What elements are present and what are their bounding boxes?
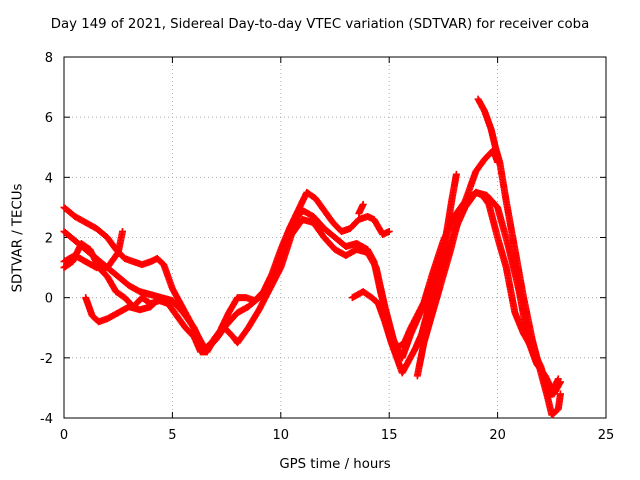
y-tick-label: 4: [45, 171, 53, 186]
y-tick-label: 2: [45, 232, 53, 247]
y-tick-label: 6: [45, 111, 53, 126]
x-axis-label: GPS time / hours: [279, 457, 391, 472]
y-axis-label: SDTVAR / TECUs: [10, 183, 26, 293]
series-7: [348, 170, 460, 377]
x-ticks: 0 5 10 15 20 25: [60, 57, 614, 443]
data-point: [556, 378, 564, 386]
y-tick-label: 8: [45, 51, 53, 66]
data-point: [154, 295, 162, 303]
series-5: [82, 294, 163, 326]
y-tick-label: -4: [40, 412, 53, 427]
x-tick-label: 20: [489, 428, 506, 443]
series-8: [413, 146, 502, 380]
data-point: [452, 170, 460, 178]
data-point: [385, 227, 393, 235]
x-tick-label: 0: [60, 428, 68, 443]
y-tick-label: -2: [40, 352, 53, 367]
data-point: [556, 390, 564, 398]
series-3: [60, 188, 564, 398]
x-tick-label: 15: [381, 428, 398, 443]
x-tick-label: 5: [168, 428, 176, 443]
x-tick-label: 10: [273, 428, 290, 443]
data-points: [60, 95, 564, 419]
y-tick-label: 0: [45, 292, 53, 307]
series-9: [474, 95, 564, 419]
series-6: [355, 200, 367, 217]
data-point: [119, 227, 127, 235]
data-point: [359, 200, 367, 208]
series-4: [60, 227, 127, 272]
y-ticks: -4 -2 0 2 4 6 8: [40, 51, 606, 427]
data-point: [155, 294, 163, 302]
x-tick-label: 25: [598, 428, 615, 443]
chart-title: Day 149 of 2021, Sidereal Day-to-day VTE…: [50, 17, 590, 32]
